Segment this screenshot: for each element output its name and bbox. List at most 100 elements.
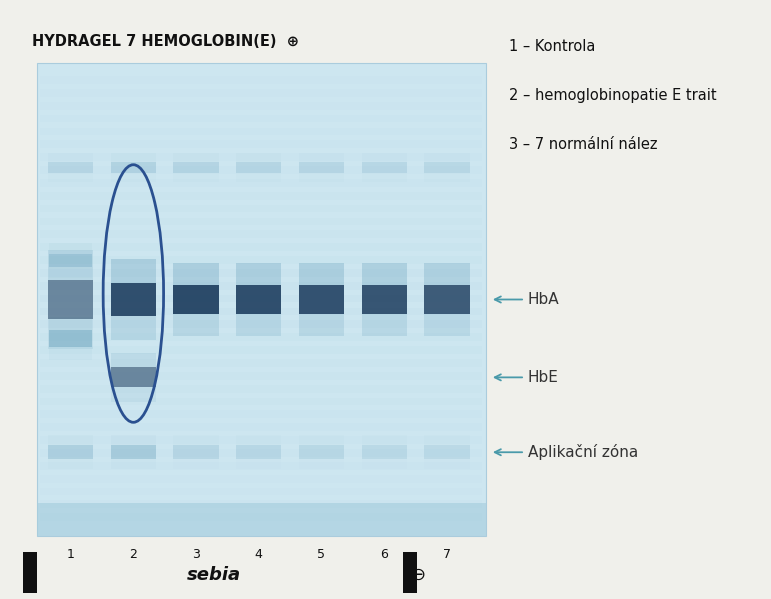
Text: 4: 4 [255,547,263,561]
Bar [299,314,344,337]
Bar [424,435,470,446]
Bar [236,174,281,182]
Bar [40,513,483,521]
Bar [40,307,483,315]
Bar [362,446,407,459]
Bar [236,285,281,314]
Bar [424,459,470,470]
Bar [299,446,344,459]
Bar [299,153,344,162]
Bar [48,435,93,446]
Bar [40,217,483,225]
Bar [236,435,281,446]
Bar [111,446,156,459]
Bar [424,162,470,174]
Bar [173,285,219,314]
Bar [40,114,483,122]
Bar [40,346,483,354]
Bar [111,162,156,174]
Bar [362,162,407,174]
Bar [111,459,156,470]
Bar [40,102,483,110]
Text: 7: 7 [443,547,451,561]
Bar [49,317,93,330]
Bar [40,76,483,84]
Bar [37,63,487,536]
Bar [299,285,344,314]
Text: Aplikační zóna: Aplikační zóna [495,444,638,460]
Bar [362,314,407,337]
Text: HYDRAGEL 7 HEMOGLOBIN(E)  ⊕: HYDRAGEL 7 HEMOGLOBIN(E) ⊕ [32,34,298,50]
Bar [40,423,483,431]
Bar [40,205,483,213]
Text: 2: 2 [130,547,137,561]
Bar [362,174,407,182]
Bar [40,256,483,264]
Bar [48,174,93,182]
Bar [40,269,483,277]
Bar [362,459,407,470]
Bar [49,244,93,254]
Bar [111,174,156,182]
Bar [173,174,219,182]
Bar [48,250,93,280]
Bar [424,262,470,285]
Bar [362,435,407,446]
Bar [424,174,470,182]
Bar [424,314,470,337]
Bar [362,262,407,285]
Bar [173,435,219,446]
Bar [111,353,156,367]
Bar [40,398,483,406]
Bar [40,449,483,457]
Bar [40,320,483,328]
Text: HbA: HbA [495,292,560,307]
Text: 6: 6 [380,547,388,561]
Bar [424,153,470,162]
Bar [299,262,344,285]
Bar [111,388,156,402]
Bar [424,285,470,314]
Bar [299,174,344,182]
Bar [40,128,483,135]
Bar [48,446,93,459]
Bar [40,295,483,302]
Bar [362,153,407,162]
Bar [111,316,156,340]
Bar [111,153,156,162]
Bar [40,462,483,470]
Text: 3: 3 [192,547,200,561]
Bar [299,459,344,470]
Text: sebia: sebia [187,566,241,584]
Bar [236,262,281,285]
Bar [23,552,37,593]
Bar [40,372,483,380]
Bar [40,333,483,341]
Bar [173,459,219,470]
Bar [49,267,93,278]
Bar [37,503,487,536]
Text: 1: 1 [67,547,75,561]
Bar [173,153,219,162]
Bar [40,179,483,187]
Bar [403,552,416,593]
Bar [40,192,483,199]
Bar [40,475,483,483]
Bar [48,153,93,162]
Text: 3 – 7 normální nález: 3 – 7 normální nález [509,137,658,152]
Bar [40,89,483,96]
Bar [236,153,281,162]
Bar [49,254,93,267]
Bar [173,162,219,174]
Bar [40,436,483,444]
Bar [111,283,156,316]
Bar [173,262,219,285]
Bar [236,459,281,470]
Bar [48,319,93,349]
Bar [299,162,344,174]
Bar [40,488,483,495]
Bar [40,140,483,148]
Bar [48,280,93,319]
Bar [173,446,219,459]
Bar [49,330,93,347]
